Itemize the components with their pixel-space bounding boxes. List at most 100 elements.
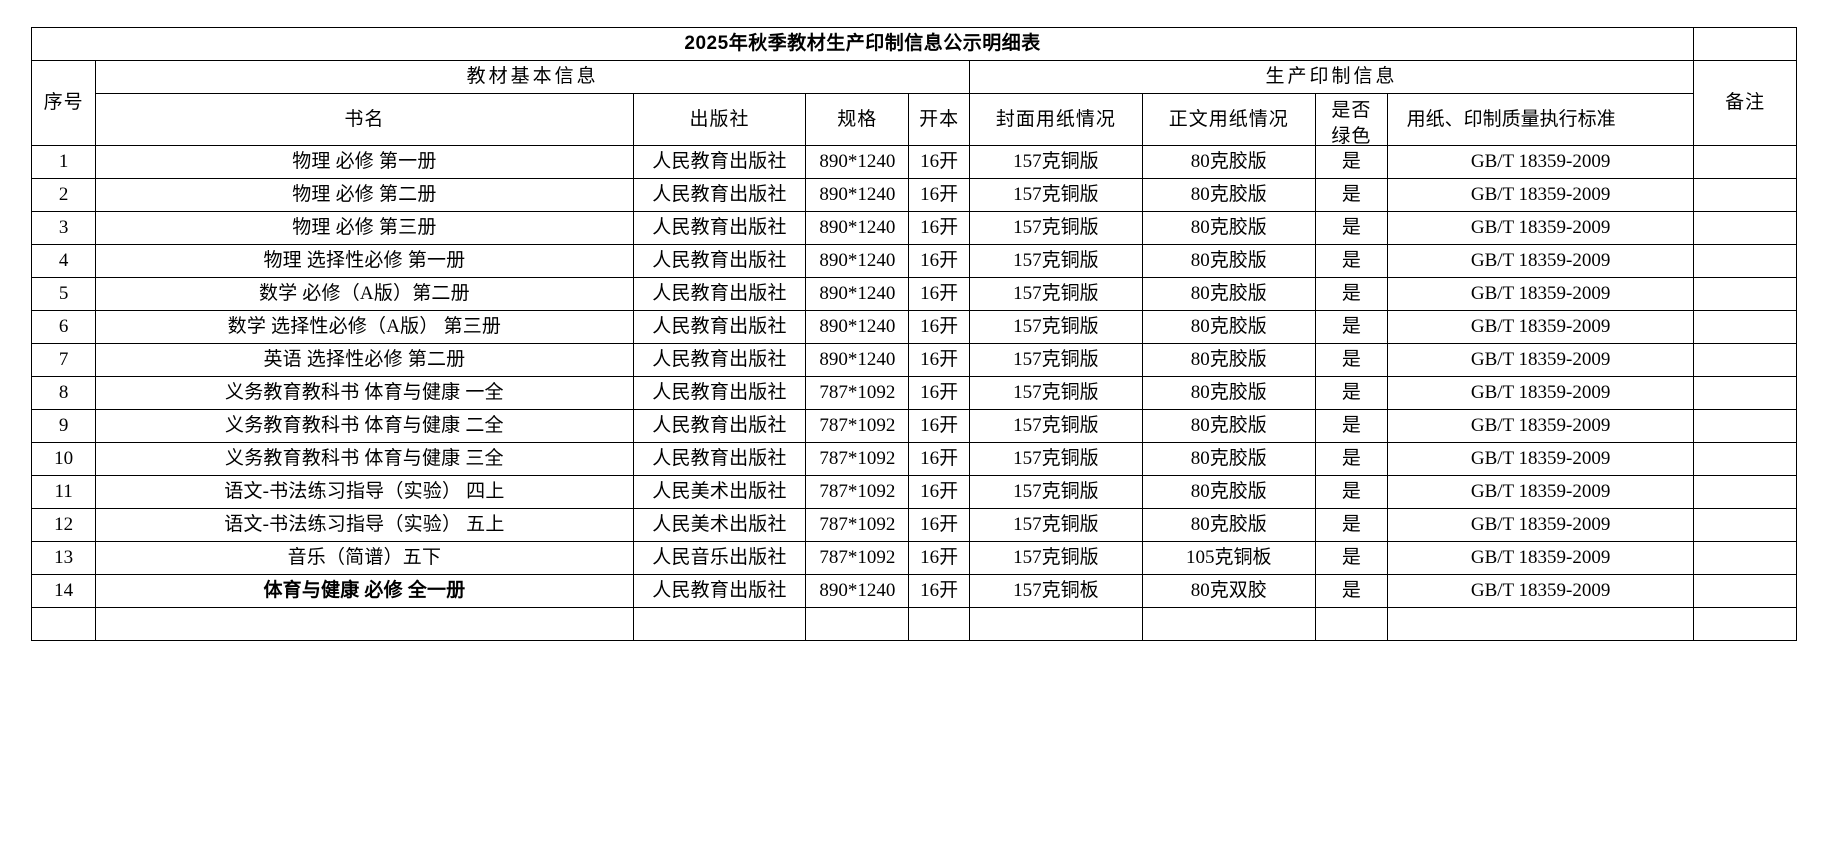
cell-is-green[interactable]: 是 xyxy=(1314,343,1389,377)
cell-cover-paper[interactable]: 157克铜版 xyxy=(968,211,1143,245)
cell-standard[interactable]: GB/T 18359-2009 xyxy=(1387,244,1695,278)
cell-note[interactable] xyxy=(1693,475,1797,509)
cell-book-name-empty[interactable] xyxy=(95,607,634,641)
cell-index[interactable]: 11 xyxy=(30,475,97,509)
cell-spec[interactable]: 787*1092 xyxy=(805,442,910,476)
cell-note-empty[interactable] xyxy=(1693,607,1797,641)
cell-standard[interactable]: GB/T 18359-2009 xyxy=(1387,475,1695,509)
cell-index[interactable]: 8 xyxy=(30,376,97,410)
cell-spec[interactable]: 890*1240 xyxy=(805,145,910,179)
cell-standard[interactable]: GB/T 18359-2009 xyxy=(1387,409,1695,443)
cell-spec[interactable]: 890*1240 xyxy=(805,244,910,278)
cell-standard[interactable]: GB/T 18359-2009 xyxy=(1387,574,1695,608)
cell-book-name[interactable]: 物理 必修 第一册 xyxy=(95,145,634,179)
cell-book-name[interactable]: 数学 选择性必修（A版） 第三册 xyxy=(95,310,634,344)
cell-spec[interactable]: 787*1092 xyxy=(805,475,910,509)
table-row[interactable]: 6 数学 选择性必修（A版） 第三册 人民教育出版社 890*1240 16开 157克铜… xyxy=(30,310,1797,344)
cell-text-paper[interactable]: 80克胶版 xyxy=(1141,145,1316,179)
cell-note[interactable] xyxy=(1693,277,1797,311)
cell-index[interactable]: 13 xyxy=(30,541,97,575)
cell-note[interactable] xyxy=(1693,343,1797,377)
cell-publisher[interactable]: 人民教育出版社 xyxy=(632,145,807,179)
cell-format[interactable]: 16开 xyxy=(908,442,970,476)
cell-format[interactable]: 16开 xyxy=(908,145,970,179)
cell-format[interactable]: 16开 xyxy=(908,475,970,509)
cell-index-empty[interactable] xyxy=(30,607,97,641)
cell-publisher[interactable]: 人民教育出版社 xyxy=(632,178,807,212)
cell-index[interactable]: 2 xyxy=(30,178,97,212)
cell-note[interactable] xyxy=(1693,145,1797,179)
cell-text-paper[interactable]: 80克胶版 xyxy=(1141,409,1316,443)
cell-format[interactable]: 16开 xyxy=(908,508,970,542)
table-row[interactable]: 12 语文-书法练习指导（实验） 五上 人民美术出版社 787*1092 16开 157克… xyxy=(30,508,1797,542)
cell-is-green[interactable]: 是 xyxy=(1314,409,1389,443)
cell-format[interactable]: 16开 xyxy=(908,574,970,608)
cell-cover-paper[interactable]: 157克铜版 xyxy=(968,376,1143,410)
cell-index[interactable]: 5 xyxy=(30,277,97,311)
cell-format[interactable]: 16开 xyxy=(908,541,970,575)
cell-book-name[interactable]: 物理 必修 第二册 xyxy=(95,178,634,212)
cell-note[interactable] xyxy=(1693,442,1797,476)
cell-format[interactable]: 16开 xyxy=(908,244,970,278)
cell-is-green[interactable]: 是 xyxy=(1314,310,1389,344)
table-row[interactable]: 8 义务教育教科书 体育与健康 一全 人民教育出版社 787*1092 16开 157克铜… xyxy=(30,376,1797,410)
cell-publisher[interactable]: 人民美术出版社 xyxy=(632,508,807,542)
cell-cover-paper[interactable]: 157克铜版 xyxy=(968,475,1143,509)
cell-book-name[interactable]: 物理 必修 第三册 xyxy=(95,211,634,245)
cell-text-paper[interactable]: 80克胶版 xyxy=(1141,442,1316,476)
cell-cover-paper[interactable]: 157克铜版 xyxy=(968,277,1143,311)
cell-standard[interactable]: GB/T 18359-2009 xyxy=(1387,145,1695,179)
cell-book-name[interactable]: 义务教育教科书 体育与健康 二全 xyxy=(95,409,634,443)
cell-note[interactable] xyxy=(1693,178,1797,212)
table-row[interactable]: 4 物理 选择性必修 第一册 人民教育出版社 890*1240 16开 157克铜版 80克… xyxy=(30,244,1797,278)
cell-text-paper[interactable]: 80克胶版 xyxy=(1141,310,1316,344)
cell-cover-paper[interactable]: 157克铜版 xyxy=(968,244,1143,278)
cell-index[interactable]: 12 xyxy=(30,508,97,542)
cell-book-name[interactable]: 物理 选择性必修 第一册 xyxy=(95,244,634,278)
cell-format[interactable]: 16开 xyxy=(908,310,970,344)
cell-cover-paper[interactable]: 157克铜版 xyxy=(968,508,1143,542)
cell-publisher[interactable]: 人民教育出版社 xyxy=(632,343,807,377)
cell-index[interactable]: 7 xyxy=(30,343,97,377)
cell-format[interactable]: 16开 xyxy=(908,178,970,212)
cell-text-paper[interactable]: 80克胶版 xyxy=(1141,343,1316,377)
cell-format[interactable]: 16开 xyxy=(908,343,970,377)
cell-text-paper[interactable]: 80克胶版 xyxy=(1141,508,1316,542)
cell-standard[interactable]: GB/T 18359-2009 xyxy=(1387,277,1695,311)
cell-cover-paper[interactable]: 157克铜版 xyxy=(968,442,1143,476)
cell-format[interactable]: 16开 xyxy=(908,376,970,410)
cell-spec[interactable]: 890*1240 xyxy=(805,178,910,212)
cell-publisher[interactable]: 人民教育出版社 xyxy=(632,442,807,476)
cell-note[interactable] xyxy=(1693,409,1797,443)
cell-text-paper[interactable]: 80克胶版 xyxy=(1141,277,1316,311)
cell-publisher[interactable]: 人民教育出版社 xyxy=(632,277,807,311)
cell-book-name[interactable]: 义务教育教科书 体育与健康 一全 xyxy=(95,376,634,410)
cell-standard[interactable]: GB/T 18359-2009 xyxy=(1387,442,1695,476)
cell-is-green[interactable]: 是 xyxy=(1314,508,1389,542)
cell-book-name[interactable]: 语文-书法练习指导（实验） 四上 xyxy=(95,475,634,509)
cell-spec[interactable]: 890*1240 xyxy=(805,211,910,245)
cell-standard[interactable]: GB/T 18359-2009 xyxy=(1387,211,1695,245)
cell-cover-paper[interactable]: 157克铜版 xyxy=(968,409,1143,443)
cell-standard[interactable]: GB/T 18359-2009 xyxy=(1387,541,1695,575)
cell-index[interactable]: 9 xyxy=(30,409,97,443)
cell-standard[interactable]: GB/T 18359-2009 xyxy=(1387,343,1695,377)
cell-note[interactable] xyxy=(1693,211,1797,245)
cell-cover-paper[interactable]: 157克铜板 xyxy=(968,574,1143,608)
cell-is-green[interactable]: 是 xyxy=(1314,244,1389,278)
cell-is-green[interactable]: 是 xyxy=(1314,574,1389,608)
cell-text-paper-empty[interactable] xyxy=(1141,607,1316,641)
cell-is-green[interactable]: 是 xyxy=(1314,475,1389,509)
table-row[interactable]: 5 数学 必修（A版）第二册 人民教育出版社 890*1240 16开 157克铜版 80克… xyxy=(30,277,1797,311)
table-row[interactable]: 10 义务教育教科书 体育与健康 三全 人民教育出版社 787*1092 16开 157克… xyxy=(30,442,1797,476)
cell-note[interactable] xyxy=(1693,508,1797,542)
table-row[interactable]: 9 义务教育教科书 体育与健康 二全 人民教育出版社 787*1092 16开 157克铜… xyxy=(30,409,1797,443)
cell-book-name[interactable]: 义务教育教科书 体育与健康 三全 xyxy=(95,442,634,476)
cell-text-paper[interactable]: 80克胶版 xyxy=(1141,178,1316,212)
cell-publisher[interactable]: 人民教育出版社 xyxy=(632,244,807,278)
table-row[interactable]: 11 语文-书法练习指导（实验） 四上 人民美术出版社 787*1092 16开 157克… xyxy=(30,475,1797,509)
table-row[interactable]: 7 英语 选择性必修 第二册 人民教育出版社 890*1240 16开 157克铜版 80克… xyxy=(30,343,1797,377)
cell-note[interactable] xyxy=(1693,541,1797,575)
cell-book-name[interactable]: 体育与健康 必修 全一册 xyxy=(95,574,634,608)
cell-index[interactable]: 3 xyxy=(30,211,97,245)
